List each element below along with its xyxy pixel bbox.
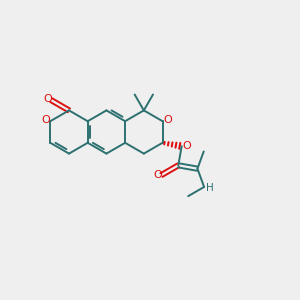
Text: O: O [182, 141, 191, 151]
Text: O: O [42, 115, 50, 125]
Text: O: O [153, 170, 162, 180]
Text: O: O [43, 94, 52, 103]
Text: H: H [206, 184, 213, 194]
Text: O: O [163, 115, 172, 125]
